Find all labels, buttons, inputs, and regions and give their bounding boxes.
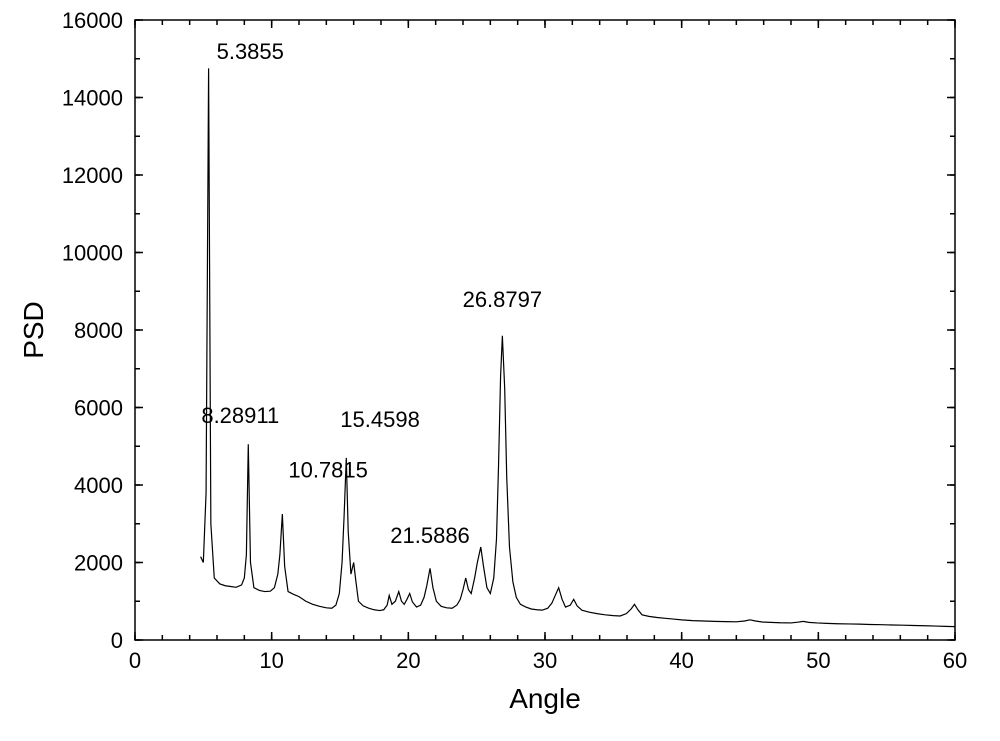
y-axis-label: PSD: [18, 301, 49, 359]
svg-text:5.3855: 5.3855: [217, 39, 284, 64]
svg-text:12000: 12000: [62, 163, 123, 188]
svg-text:10: 10: [259, 648, 283, 673]
xrd-chart: 0 10 20 30 40 50 60 0 2000 4000 6000 8000 10000 1200…: [0, 0, 1000, 741]
svg-text:8000: 8000: [74, 318, 123, 343]
peak-labels: 5.3855 8.28911 10.7815 15.4598 21.5886 26.879…: [201, 39, 542, 548]
svg-text:26.8797: 26.8797: [463, 287, 543, 312]
svg-text:0: 0: [129, 648, 141, 673]
svg-text:6000: 6000: [74, 396, 123, 421]
svg-text:50: 50: [806, 648, 830, 673]
svg-text:4000: 4000: [74, 473, 123, 498]
svg-text:20: 20: [396, 648, 420, 673]
svg-text:40: 40: [669, 648, 693, 673]
y-axis-ticks: 0 2000 4000 6000 8000 10000 12000 14000 16000: [62, 8, 955, 653]
svg-text:30: 30: [533, 648, 557, 673]
spectrum-line: [201, 68, 955, 626]
svg-text:21.5886: 21.5886: [390, 523, 470, 548]
x-axis-ticks: 0 10 20 30 40 50 60: [129, 20, 967, 673]
svg-text:15.4598: 15.4598: [340, 407, 420, 432]
svg-text:2000: 2000: [74, 551, 123, 576]
svg-text:16000: 16000: [62, 8, 123, 33]
plot-border: [135, 20, 955, 640]
svg-text:10000: 10000: [62, 241, 123, 266]
svg-text:60: 60: [943, 648, 967, 673]
svg-text:10.7815: 10.7815: [288, 457, 368, 482]
svg-text:14000: 14000: [62, 86, 123, 111]
x-axis-label: Angle: [509, 683, 581, 714]
svg-text:0: 0: [111, 628, 123, 653]
svg-text:8.28911: 8.28911: [201, 403, 279, 428]
